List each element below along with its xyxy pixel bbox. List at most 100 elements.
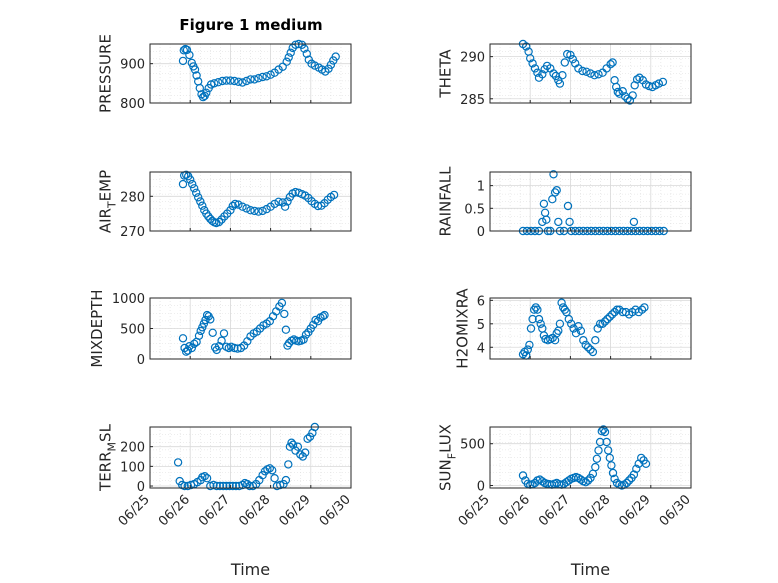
data-point bbox=[198, 323, 207, 332]
data-point bbox=[568, 55, 578, 64]
data-point bbox=[518, 471, 528, 480]
data-point bbox=[300, 44, 309, 53]
data-point bbox=[594, 70, 603, 79]
data-point bbox=[600, 317, 610, 326]
data-point bbox=[533, 305, 542, 314]
subplot-1: 800 900 PRESSURE bbox=[97, 34, 352, 113]
data-point bbox=[586, 473, 595, 483]
data-point bbox=[567, 319, 576, 328]
y-axis-label: TERRMSL bbox=[97, 423, 119, 492]
data-point bbox=[576, 326, 586, 335]
data-point bbox=[590, 70, 599, 80]
data-point bbox=[641, 459, 651, 468]
data-point bbox=[246, 75, 255, 84]
y-tick-label: 0 bbox=[477, 479, 485, 494]
data-point bbox=[185, 50, 194, 60]
axes-box bbox=[489, 171, 692, 232]
figure-title: Figure 1 medium bbox=[179, 16, 322, 34]
data-point bbox=[558, 70, 567, 80]
data-point bbox=[610, 474, 619, 483]
data-point bbox=[189, 339, 199, 348]
data-point bbox=[238, 202, 247, 211]
x-tick-label: 06/28 bbox=[236, 492, 273, 529]
data-point bbox=[606, 59, 615, 69]
data-point bbox=[254, 207, 263, 216]
y-axis-label: AIRTEMP bbox=[97, 170, 119, 233]
data-point bbox=[608, 58, 617, 67]
y-tick-label: 285 bbox=[460, 93, 485, 108]
data-point bbox=[284, 53, 293, 62]
data-point bbox=[225, 481, 234, 491]
data-point bbox=[280, 202, 290, 211]
data-point bbox=[214, 77, 223, 87]
data-point bbox=[632, 75, 642, 84]
y-tick-label: 100 bbox=[120, 460, 145, 475]
data-point bbox=[654, 79, 664, 88]
data-point bbox=[592, 454, 602, 463]
data-point bbox=[595, 437, 605, 447]
data-point bbox=[182, 45, 192, 55]
x-tick-label: 06/26 bbox=[496, 492, 533, 529]
data-point bbox=[238, 78, 247, 87]
data-point bbox=[250, 75, 259, 84]
axes-box bbox=[489, 43, 692, 104]
y-tick-label: 500 bbox=[120, 323, 145, 338]
data-point bbox=[287, 438, 296, 447]
data-point bbox=[551, 71, 561, 81]
data-point bbox=[230, 343, 239, 353]
y-tick-label: 1000 bbox=[112, 292, 145, 307]
y-axis-label: SUNFLUX bbox=[437, 424, 459, 491]
data-point bbox=[564, 476, 574, 485]
data-point bbox=[605, 453, 615, 463]
y-axis-label: THETA bbox=[437, 49, 455, 99]
data-point bbox=[268, 466, 277, 475]
data-point bbox=[574, 64, 583, 73]
data-point bbox=[215, 481, 225, 491]
x-tick-label: 06/30 bbox=[317, 492, 354, 529]
data-point bbox=[270, 199, 279, 209]
data-point bbox=[280, 309, 289, 319]
data-point bbox=[296, 450, 305, 459]
data-point bbox=[193, 193, 203, 202]
data-point bbox=[212, 481, 221, 491]
data-point bbox=[206, 315, 215, 324]
data-point bbox=[226, 205, 235, 215]
data-point bbox=[262, 72, 271, 81]
data-point bbox=[293, 442, 303, 451]
y-tick-label: 900 bbox=[120, 58, 145, 73]
x-tick-label: 06/28 bbox=[576, 492, 613, 529]
axes-box bbox=[489, 426, 692, 489]
data-point bbox=[583, 343, 593, 352]
y-axis-label: H2OMIXRA bbox=[454, 288, 472, 369]
data-point bbox=[278, 198, 287, 207]
y-tick-label: 4 bbox=[477, 341, 485, 356]
data-point bbox=[230, 199, 240, 209]
data-point bbox=[194, 331, 204, 340]
x-axis-label: Time bbox=[230, 560, 270, 579]
data-point bbox=[528, 314, 537, 324]
data-point bbox=[277, 298, 287, 308]
data-point bbox=[301, 448, 310, 457]
data-point bbox=[536, 319, 545, 328]
data-point bbox=[230, 76, 239, 86]
data-point bbox=[549, 69, 558, 78]
data-point bbox=[195, 83, 204, 93]
data-point bbox=[588, 347, 598, 357]
y-tick-label: 6 bbox=[477, 294, 485, 309]
data-point bbox=[310, 61, 319, 70]
data-point bbox=[658, 77, 668, 87]
data-point bbox=[600, 427, 610, 437]
data-point bbox=[202, 474, 212, 483]
data-point bbox=[533, 68, 542, 77]
data-point bbox=[538, 477, 547, 486]
y-tick-label: 500 bbox=[460, 438, 485, 453]
axes-box bbox=[149, 171, 352, 232]
subplot-4: 0 0.5 1 RAINFALL bbox=[437, 166, 692, 240]
x-tick-label: 06/25 bbox=[116, 492, 153, 529]
data-point bbox=[179, 46, 188, 55]
data-point bbox=[258, 206, 267, 216]
y-axis-label: PRESSURE bbox=[97, 34, 115, 113]
data-point bbox=[185, 342, 194, 351]
data-point bbox=[283, 197, 292, 206]
data-point bbox=[220, 212, 229, 221]
